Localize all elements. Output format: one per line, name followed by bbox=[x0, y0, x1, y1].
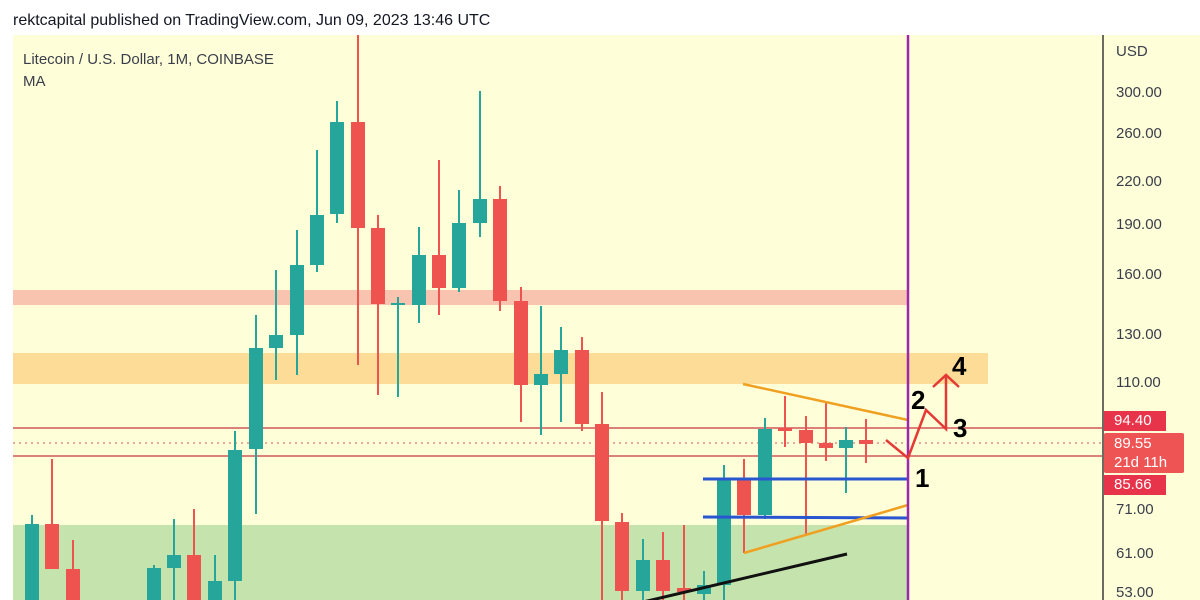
tick-110: 110.00 bbox=[1116, 374, 1161, 391]
triangle-upper bbox=[742, 382, 909, 422]
price-tag-current: 89.55 21d 11h bbox=[1104, 433, 1184, 473]
bar-countdown: 21d 11h bbox=[1114, 454, 1168, 471]
tick-160: 160.00 bbox=[1116, 266, 1162, 283]
channel-lower bbox=[702, 515, 909, 520]
annotation-2: 2 bbox=[911, 385, 926, 415]
projection-path bbox=[885, 375, 948, 461]
mid-zone bbox=[13, 353, 988, 384]
chart-legend: Litecoin / U.S. Dollar, 1M, COINBASE MA bbox=[23, 49, 274, 93]
resistance-zone bbox=[13, 290, 908, 305]
tick-71: 71.00 bbox=[1116, 501, 1154, 518]
publish-line: rektcapital published on TradingView.com… bbox=[13, 12, 491, 29]
price-tag-upper: 94.40 bbox=[1104, 411, 1166, 431]
support-trendline bbox=[644, 552, 848, 600]
tick-300: 300.00 bbox=[1116, 84, 1162, 101]
tick-130: 130.00 bbox=[1116, 326, 1162, 343]
symbol-title: Litecoin / U.S. Dollar, 1M, COINBASE bbox=[23, 51, 274, 68]
tick-61: 61.00 bbox=[1116, 545, 1154, 562]
price-tag-lower: 85.66 bbox=[1104, 475, 1166, 495]
candles bbox=[25, 35, 873, 600]
current-price: 89.55 bbox=[1114, 435, 1152, 452]
tick-260: 260.00 bbox=[1116, 125, 1162, 142]
annotation-4: 4 bbox=[952, 351, 967, 381]
support-zone bbox=[13, 525, 908, 600]
indicator-label: MA bbox=[23, 73, 46, 90]
annotation-3: 3 bbox=[953, 413, 968, 443]
price-axis[interactable]: USD 300.00 260.00 220.00 190.00 160.00 1… bbox=[1102, 35, 1200, 600]
chart-area[interactable]: Litecoin / U.S. Dollar, 1M, COINBASE MA … bbox=[13, 35, 1200, 600]
currency-label: USD bbox=[1116, 43, 1148, 60]
tick-220: 220.00 bbox=[1116, 173, 1162, 190]
projection-arrowhead bbox=[932, 373, 960, 388]
candlestick-plot bbox=[13, 35, 1102, 600]
tick-190: 190.00 bbox=[1116, 216, 1162, 233]
triangle-lower bbox=[743, 503, 909, 555]
annotation-1: 1 bbox=[915, 463, 930, 493]
tick-53: 53.00 bbox=[1116, 584, 1154, 600]
